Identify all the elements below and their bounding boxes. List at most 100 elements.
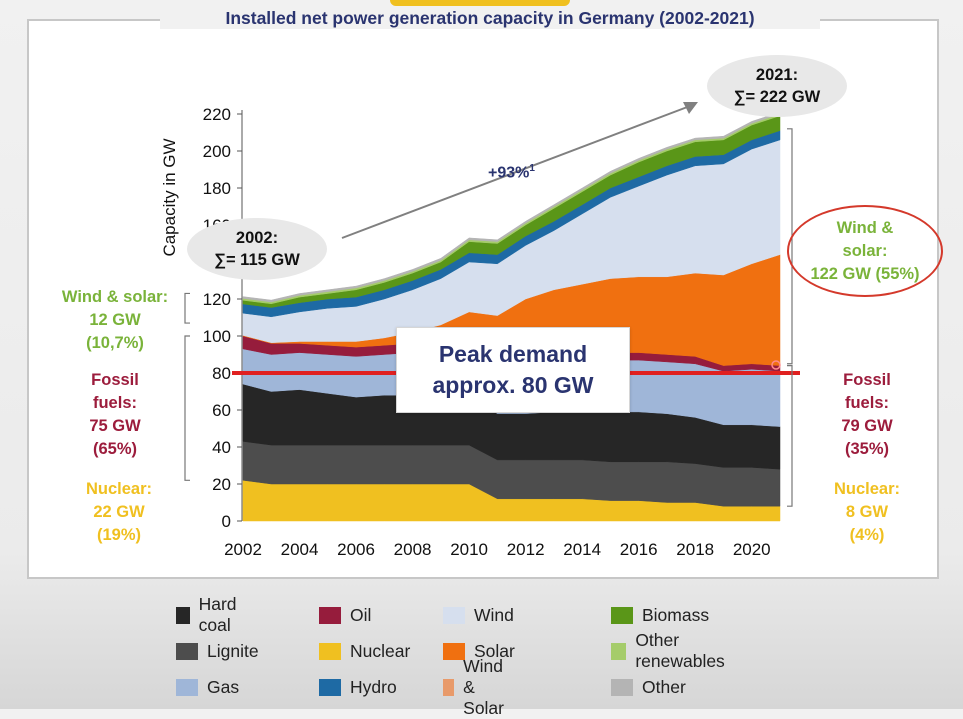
x-tick-label: 2004 [281,540,319,559]
y-tick-label: 40 [212,438,231,457]
legend-label: Biomass [642,604,710,625]
y-tick-label: 0 [222,512,231,531]
right-nuclear-line: Nuclear: [833,480,901,498]
growth-label: +93%1 [488,163,535,182]
y-tick-label: 20 [212,475,231,494]
start-total-label: ∑= 115 GW [214,251,300,269]
end-total-label: ∑= 222 GW [733,88,821,106]
legend-swatch [176,606,190,624]
right-ws-line: solar: [842,241,888,260]
left-wind-solar-label: Wind & solar: 12 GW (10,7%) [40,286,190,355]
legend-label: Hard coal [198,594,237,635]
right-fossil-line: Fossil [843,371,891,389]
legend-item-hard-coal: Hard coal [176,594,245,635]
left-nuclear-line: 22 GW [93,503,145,521]
left-nuclear-line: Nuclear: [85,480,153,498]
right-ws-line: Wind & [836,218,894,237]
end-year-label: 2021: [755,66,799,84]
legend-swatch [611,642,627,660]
legend-item-wind-and-solar: Wind & Solar [443,656,515,718]
peak-demand-line2: approx. 80 GW [432,372,594,398]
start-year-label: 2002: [235,229,279,247]
growth-arrow-head [683,102,698,114]
end-total-bubble: 2021: ∑= 222 GW [707,55,847,117]
right-fossil-line: 79 GW [841,417,893,435]
legend-swatch [176,642,198,660]
legend-swatch [443,606,465,624]
chart-title: Installed net power generation capacity … [160,8,820,29]
left-fossil-label: Fossil fuels: 75 GW (65%) [60,369,170,461]
legend-swatch [319,606,341,624]
legend-label: Lignite [207,640,259,661]
left-ws-line: (10,7%) [86,334,144,352]
legend-swatch [443,642,465,660]
legend-label: Hydro [350,676,397,697]
x-tick-label: 2008 [394,540,432,559]
legend-swatch [319,642,341,660]
left-fossil-line: 75 GW [89,417,141,435]
y-tick-label: 60 [212,401,231,420]
legend-label: Other [642,676,686,697]
legend-item-other-renewables: Other renewables [611,630,732,671]
legend-swatch [176,678,198,696]
legend-swatch [611,606,633,624]
x-tick-label: 2006 [337,540,375,559]
legend-label: Wind & Solar [463,655,504,718]
left-wind-solar-bracket [184,292,190,324]
y-tick-label: 120 [203,290,231,309]
x-tick-label: 2018 [676,540,714,559]
legend-swatch [319,678,341,696]
peak-demand-callout: Peak demand approx. 80 GW [396,327,630,413]
legend-item-hydro: Hydro [319,676,397,698]
x-tick-label: 2002 [224,540,262,559]
right-fossil-bracket [787,365,793,507]
legend-swatch [611,678,633,696]
legend-label: Solar [474,640,515,661]
left-fossil-line: fuels: [92,394,137,412]
legend-swatch [443,678,455,696]
x-tick-label: 2020 [733,540,771,559]
y-tick-label: 180 [203,179,231,198]
right-nuclear-label: Nuclear: 8 GW (4%) [812,478,922,547]
legend-item-other: Other [611,676,686,698]
left-fossil-line: Fossil [91,371,139,389]
right-nuclear-line: 8 GW [845,503,889,521]
right-nuclear-line: (4%) [849,526,885,544]
left-nuclear-label: Nuclear: 22 GW (19%) [60,478,178,547]
right-ws-line: 122 GW (55%) [810,264,920,283]
legend-item-oil: Oil [319,604,371,626]
legend-item-gas: Gas [176,676,239,698]
y-tick-label: 100 [203,327,231,346]
legend-item-nuclear: Nuclear [319,640,410,662]
y-tick-label: 80 [212,364,231,383]
legend-label: Oil [350,604,372,625]
right-wind-solar-callout: Wind & solar: 122 GW (55%) [787,205,943,297]
x-tick-label: 2016 [620,540,658,559]
growth-footnote: 1 [529,163,535,174]
legend-label: Nuclear [350,640,411,661]
legend-item-wind: Wind [443,604,514,626]
y-tick-label: 220 [203,105,231,124]
top-accent-bar [390,0,570,6]
left-ws-line: Wind & solar: [61,288,169,306]
right-fossil-line: (35%) [844,440,889,458]
left-nuclear-line: (19%) [96,526,141,544]
x-tick-label: 2012 [507,540,545,559]
y-tick-label: 200 [203,142,231,161]
left-fossil-line: (65%) [92,440,137,458]
legend-label: Wind [474,604,514,625]
left-fossil-bracket [184,335,190,481]
growth-value: +93% [488,164,530,182]
x-tick-label: 2010 [450,540,488,559]
right-fossil-label: Fossil fuels: 79 GW (35%) [812,369,922,461]
legend-label: Other renewables [635,630,725,671]
peak-demand-line1: Peak demand [438,341,588,367]
y-axis-label: Capacity in GW [160,138,179,256]
left-ws-line: 12 GW [89,311,141,329]
right-fossil-line: fuels: [844,394,889,412]
legend-label: Gas [207,676,240,697]
x-tick-label: 2014 [563,540,601,559]
growth-arrow [341,102,698,239]
start-total-bubble: 2002: ∑= 115 GW [187,218,327,280]
